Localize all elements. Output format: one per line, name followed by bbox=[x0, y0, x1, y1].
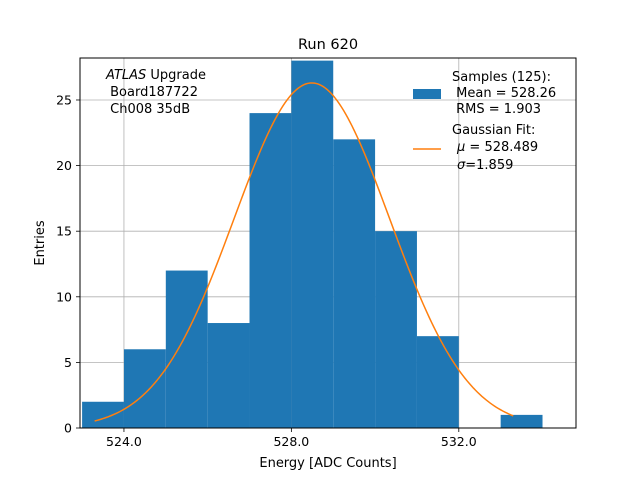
histogram-bars bbox=[82, 60, 543, 428]
x-tick-label: 524.0 bbox=[106, 434, 142, 449]
legend-fit-sigma: σ=1.859 bbox=[457, 158, 513, 173]
legend-samples-swatch bbox=[413, 89, 441, 99]
y-tick-label: 15 bbox=[56, 224, 72, 239]
atlas-annotation-line3: Ch008 35dB bbox=[106, 102, 190, 117]
chart-title: Run 620 bbox=[298, 37, 358, 53]
x-tick-label: 532.0 bbox=[441, 434, 477, 449]
y-axis-label: Entries bbox=[33, 220, 48, 266]
histogram-bar bbox=[123, 349, 166, 428]
histogram-bar bbox=[207, 323, 250, 428]
atlas-annotation-line2: Board187722 bbox=[106, 85, 198, 100]
legend-sigma-value: =1.859 bbox=[465, 158, 513, 173]
legend-samples-line2: Mean = 528.26 bbox=[452, 86, 556, 101]
histogram-bar bbox=[416, 336, 459, 428]
histogram-bar bbox=[333, 139, 376, 428]
legend-fit-line1: Gaussian Fit: bbox=[452, 123, 535, 138]
histogram-bar bbox=[249, 113, 292, 428]
y-tick-label: 10 bbox=[56, 289, 72, 304]
histogram-bar bbox=[500, 414, 543, 428]
legend-samples-line1: Samples (125): bbox=[452, 70, 551, 85]
histogram-bar bbox=[82, 401, 124, 428]
histogram-bar bbox=[375, 231, 417, 428]
x-axis-label: Energy [ADC Counts] bbox=[259, 456, 396, 471]
gaussian-fit-layer bbox=[94, 82, 514, 422]
atlas-upgrade-text: Upgrade bbox=[146, 68, 206, 83]
legend: Samples (125): Mean = 528.26 RMS = 1.903… bbox=[413, 70, 556, 173]
histogram-bar bbox=[291, 60, 334, 428]
axis-ticks: 524.0 528.0 532.0 0 5 10 15 20 25 bbox=[56, 92, 477, 449]
legend-sigma-symbol: σ bbox=[457, 158, 466, 173]
histogram-bar bbox=[165, 270, 208, 428]
legend-mu-value: = 528.489 bbox=[465, 140, 538, 155]
plot-frame bbox=[79, 57, 577, 429]
atlas-italic-text: ATLAS bbox=[105, 68, 146, 83]
x-tick-label: 528.0 bbox=[273, 434, 309, 449]
legend-samples-line3: RMS = 1.903 bbox=[452, 102, 541, 117]
y-tick-label: 25 bbox=[56, 92, 72, 107]
y-tick-label: 20 bbox=[56, 158, 72, 173]
legend-mu-symbol: μ bbox=[456, 140, 465, 155]
gaussian-fit-curve bbox=[94, 82, 514, 422]
y-tick-label: 5 bbox=[64, 355, 72, 370]
y-tick-label: 0 bbox=[64, 421, 72, 436]
atlas-annotation-line1: ATLAS Upgrade bbox=[105, 68, 206, 83]
legend-fit-mu: μ = 528.489 bbox=[456, 140, 538, 155]
